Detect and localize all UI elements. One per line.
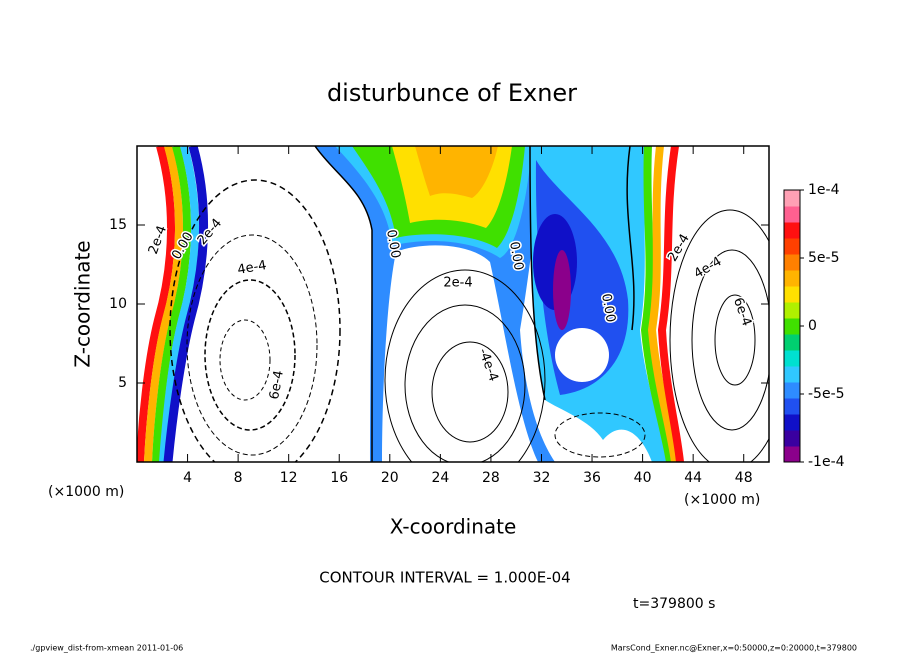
field-band [640, 146, 674, 462]
contour-label: 6e-4 [730, 296, 754, 329]
contour-label: 0.00 [506, 240, 526, 271]
x-tick-label: 4 [183, 470, 192, 486]
colorbar-cell [784, 254, 800, 271]
colorbar-cell [784, 318, 800, 335]
colorbar-tick-label: 0 [808, 318, 817, 334]
y-tick-label: 15 [109, 217, 127, 233]
colorbar-cell [784, 446, 800, 463]
contour-label: 4e-4 [236, 258, 267, 278]
field-band [163, 146, 208, 462]
x-tick-label: 20 [381, 470, 399, 486]
colorbar-cell [784, 430, 800, 447]
x-unit: (×1000 m) [684, 492, 760, 508]
footer: ./gpview_dist-from-xmean 2011-01-06 [30, 644, 183, 653]
x-tick-label: 44 [684, 470, 702, 486]
contour-label: 4e-4 [692, 254, 725, 282]
field-band [144, 146, 183, 462]
colorbar-cell [784, 206, 800, 223]
contour-label: 2e-4 [443, 276, 472, 291]
contour-label: -4e-4 [475, 346, 501, 383]
field-region [553, 250, 571, 330]
colorbar-tick-label: 1e-4 [808, 182, 840, 198]
x-tick-label: 28 [482, 470, 500, 486]
x-tick-label: 8 [234, 470, 243, 486]
colorbar-cell [784, 270, 800, 287]
y-tick-label: 10 [109, 296, 127, 312]
x-tick-label: 12 [280, 470, 298, 486]
x-tick-label: 36 [583, 470, 601, 486]
x-tick-label: 24 [431, 470, 449, 486]
field-hole [555, 328, 609, 382]
x-tick-label: 40 [634, 470, 652, 486]
x-axis-label: X-coordinate [390, 515, 517, 539]
time-label: t=379800 s [633, 596, 715, 612]
contours [169, 146, 769, 462]
colorbar-cell [784, 238, 800, 255]
colorbar-tick-label: -1e-4 [808, 454, 845, 470]
colorbar-cell [784, 414, 800, 431]
chart-title: disturbunce of Exner [327, 79, 577, 107]
field-region [415, 146, 498, 198]
field-band [657, 146, 684, 462]
field-band [647, 146, 679, 462]
colorbar-cell [784, 350, 800, 367]
field-band [159, 146, 199, 462]
contour-interval: CONTOUR INTERVAL = 1.000E-04 [319, 569, 570, 587]
field-band [152, 146, 191, 462]
colorbar-cell [784, 398, 800, 415]
x-tick-label: 32 [533, 470, 551, 486]
colorbar-cell [784, 302, 800, 319]
contour-label: 6e-4 [267, 369, 287, 400]
x-tick-label: 48 [735, 470, 753, 486]
x-tick-label: 16 [330, 470, 348, 486]
field [137, 146, 769, 462]
colorbar-cell [784, 366, 800, 383]
colorbar-cell [784, 334, 800, 351]
colorbar-cell [784, 286, 800, 303]
x-unit: (×1000 m) [48, 484, 124, 500]
colorbar-cell [784, 382, 800, 399]
contour-label: 0.00 [383, 228, 403, 259]
colorbar-cell [784, 190, 800, 207]
footer: MarsCond_Exner.nc@Exner,x=0:50000,z=0:20… [611, 644, 857, 653]
colorbar-tick-label: -5e-5 [808, 386, 845, 402]
colorbar-cell [784, 222, 800, 239]
y-tick-label: 5 [118, 375, 127, 391]
field-band [137, 146, 175, 462]
y-axis-label: Z-coordinate [71, 240, 95, 367]
contour-label: 0.00 [598, 292, 618, 323]
colorbar-tick-label: 5e-5 [808, 250, 839, 266]
